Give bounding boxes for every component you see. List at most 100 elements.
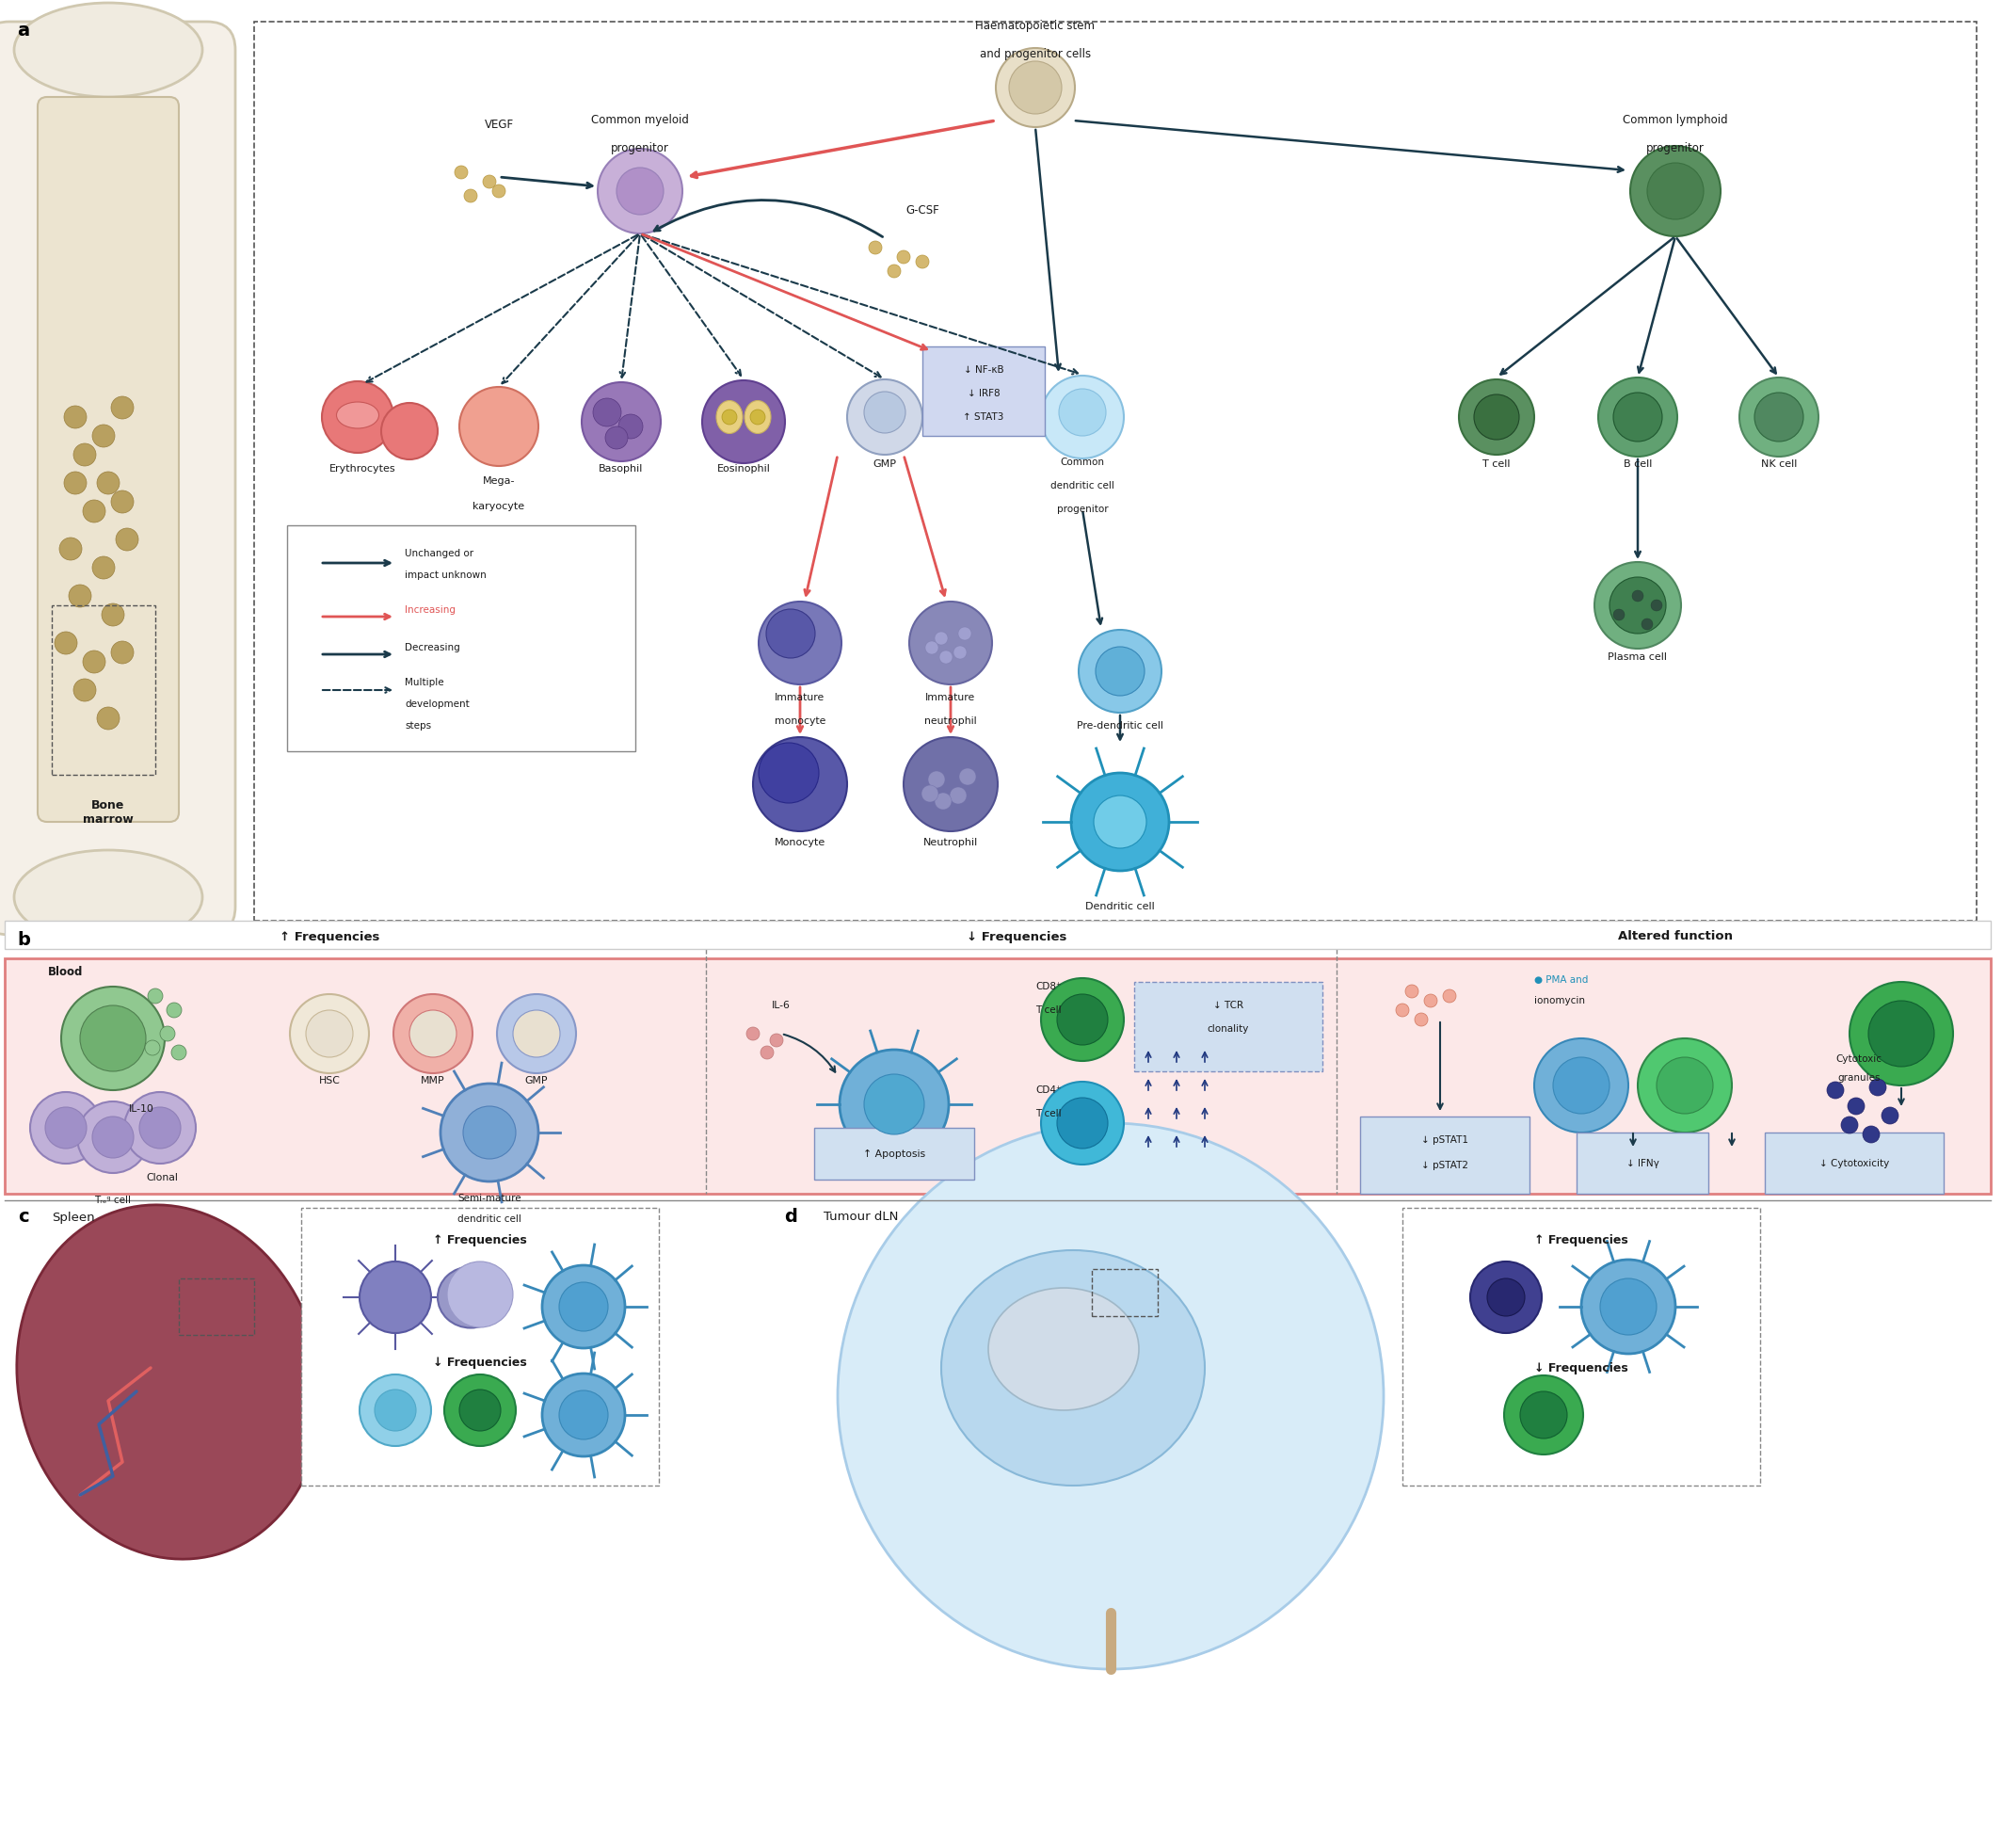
Circle shape [753, 737, 847, 832]
Text: d: d [785, 1209, 797, 1227]
Text: Common myeloid: Common myeloid [591, 115, 689, 128]
Text: Tumour dLN: Tumour dLN [823, 1210, 899, 1223]
Ellipse shape [14, 4, 202, 96]
Circle shape [761, 1046, 773, 1059]
Circle shape [46, 1107, 86, 1148]
Text: ● PMA and: ● PMA and [1534, 976, 1588, 985]
Circle shape [747, 1027, 759, 1040]
Text: Blood: Blood [48, 967, 84, 979]
FancyBboxPatch shape [254, 22, 1976, 920]
Circle shape [144, 1040, 160, 1055]
Text: Increasing: Increasing [404, 606, 456, 615]
Circle shape [82, 650, 106, 673]
Circle shape [1534, 1039, 1628, 1133]
Circle shape [110, 395, 134, 419]
Text: and progenitor cells: and progenitor cells [979, 48, 1091, 61]
Circle shape [925, 641, 939, 654]
Circle shape [1079, 630, 1161, 713]
Circle shape [935, 793, 951, 809]
FancyBboxPatch shape [1359, 1116, 1530, 1194]
Circle shape [110, 641, 134, 663]
Circle shape [140, 1107, 180, 1148]
Circle shape [543, 1266, 625, 1347]
Text: Semi-mature: Semi-mature [458, 1194, 521, 1203]
Circle shape [1882, 1107, 1898, 1124]
Circle shape [80, 1005, 146, 1072]
Ellipse shape [14, 850, 202, 944]
Circle shape [887, 264, 901, 277]
Text: ↓ IRF8: ↓ IRF8 [967, 388, 999, 397]
Circle shape [847, 379, 923, 455]
Circle shape [374, 1390, 416, 1430]
Text: Mega-: Mega- [482, 477, 515, 486]
Circle shape [1405, 985, 1419, 998]
Circle shape [1041, 978, 1123, 1061]
Text: HSC: HSC [318, 1076, 340, 1085]
Circle shape [1520, 1392, 1568, 1438]
Text: ↓ pSTAT1: ↓ pSTAT1 [1421, 1135, 1467, 1144]
Circle shape [360, 1375, 430, 1445]
Text: ↓ Frequencies: ↓ Frequencies [967, 931, 1067, 942]
FancyBboxPatch shape [923, 346, 1045, 436]
Text: ↑ Frequencies: ↑ Frequencies [432, 1234, 527, 1247]
Circle shape [1642, 619, 1654, 630]
Circle shape [559, 1390, 609, 1440]
Circle shape [360, 1262, 430, 1332]
Circle shape [1632, 590, 1644, 602]
Circle shape [458, 1390, 500, 1430]
Circle shape [1630, 146, 1720, 237]
Circle shape [68, 584, 92, 608]
Text: Immature: Immature [925, 693, 975, 702]
Circle shape [995, 48, 1075, 128]
Circle shape [1423, 994, 1437, 1007]
Circle shape [865, 392, 905, 432]
Circle shape [1754, 392, 1804, 442]
Circle shape [543, 1373, 625, 1456]
Text: Neutrophil: Neutrophil [923, 837, 979, 846]
Circle shape [1415, 1013, 1427, 1026]
Circle shape [92, 556, 114, 578]
Circle shape [1870, 1079, 1886, 1096]
Circle shape [306, 1011, 352, 1057]
Circle shape [482, 176, 496, 188]
Circle shape [767, 610, 815, 658]
Circle shape [1009, 61, 1061, 115]
Circle shape [1848, 1098, 1864, 1114]
Circle shape [410, 1011, 456, 1057]
Text: T cell: T cell [1483, 460, 1510, 469]
Text: B cell: B cell [1624, 460, 1652, 469]
Text: neutrophil: neutrophil [925, 717, 977, 726]
Circle shape [897, 251, 911, 264]
Circle shape [959, 626, 971, 639]
Text: a: a [18, 22, 30, 41]
FancyBboxPatch shape [1766, 1133, 1944, 1194]
Circle shape [64, 407, 86, 429]
Circle shape [92, 1116, 134, 1159]
Text: ↓ Cytotoxicity: ↓ Cytotoxicity [1820, 1159, 1890, 1168]
Text: impact unknown: impact unknown [404, 571, 486, 580]
Text: Common: Common [1061, 458, 1105, 468]
Circle shape [160, 1026, 174, 1040]
Circle shape [440, 1083, 539, 1181]
Text: T cell: T cell [1035, 1109, 1061, 1118]
Text: progenitor: progenitor [611, 142, 669, 155]
Circle shape [619, 414, 643, 438]
Text: Basophil: Basophil [599, 464, 643, 473]
Circle shape [60, 538, 82, 560]
Circle shape [496, 994, 577, 1074]
FancyBboxPatch shape [1135, 981, 1323, 1072]
Circle shape [1610, 577, 1666, 634]
Circle shape [723, 410, 737, 425]
Circle shape [1443, 989, 1455, 1003]
Text: Unchanged or: Unchanged or [404, 549, 474, 558]
Text: Clonal: Clonal [146, 1173, 178, 1183]
Circle shape [290, 994, 368, 1074]
Circle shape [1598, 377, 1678, 456]
Text: ↓ IFNγ: ↓ IFNγ [1626, 1159, 1660, 1168]
Circle shape [953, 645, 967, 660]
Circle shape [1740, 377, 1818, 456]
Circle shape [583, 383, 661, 462]
Circle shape [1862, 1125, 1880, 1142]
Text: progenitor: progenitor [1057, 505, 1109, 514]
Ellipse shape [16, 1205, 322, 1560]
